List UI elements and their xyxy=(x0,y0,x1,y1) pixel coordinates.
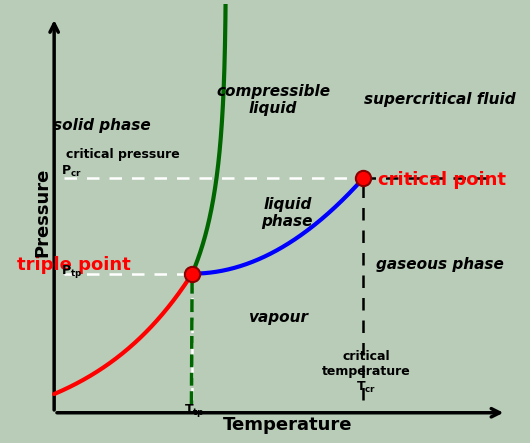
Text: critical pressure: critical pressure xyxy=(66,148,180,161)
Text: gaseous phase: gaseous phase xyxy=(376,257,504,272)
Text: $\mathbf{P_{cr}}$: $\mathbf{P_{cr}}$ xyxy=(61,164,82,179)
Text: $\mathbf{T_{tp}}$: $\mathbf{T_{tp}}$ xyxy=(184,402,205,419)
Text: supercritical fluid: supercritical fluid xyxy=(364,92,515,107)
Text: critical
temperature
$\mathbf{T_{cr}}$: critical temperature $\mathbf{T_{cr}}$ xyxy=(322,350,410,395)
Text: Pressure: Pressure xyxy=(33,168,51,257)
Text: Temperature: Temperature xyxy=(223,416,352,435)
Text: solid phase: solid phase xyxy=(53,118,151,133)
Text: critical point: critical point xyxy=(378,171,506,189)
Text: liquid
phase: liquid phase xyxy=(262,197,313,229)
Text: triple point: triple point xyxy=(16,256,130,274)
Text: compressible
liquid: compressible liquid xyxy=(216,84,330,116)
Text: $\mathbf{P_{tp}}$: $\mathbf{P_{tp}}$ xyxy=(61,263,83,280)
Text: vapour: vapour xyxy=(248,310,308,325)
